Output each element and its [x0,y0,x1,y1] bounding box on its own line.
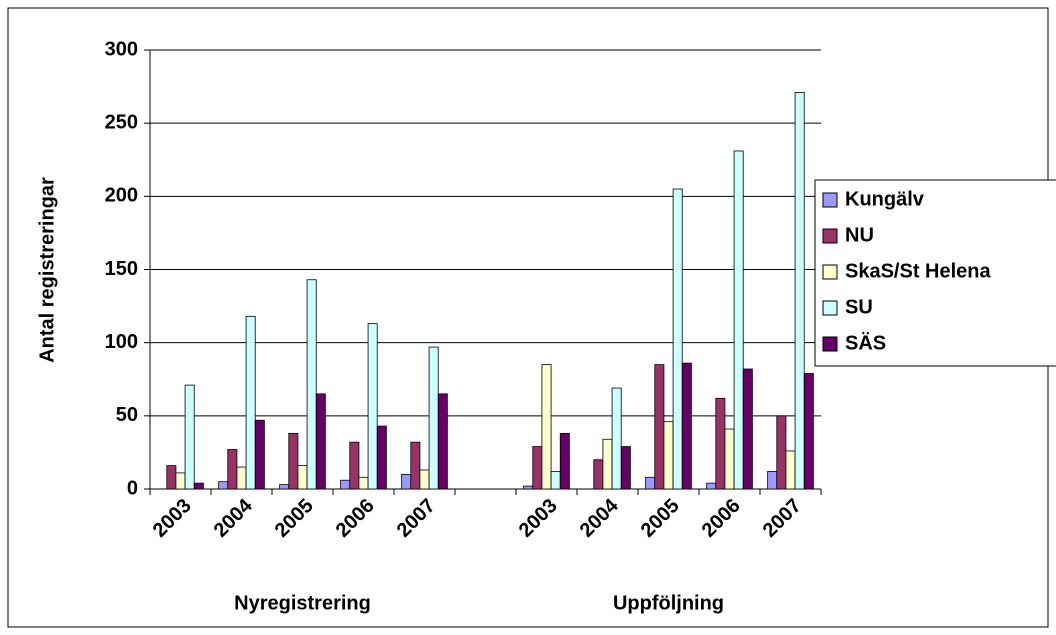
bar [184,384,195,490]
bar [367,323,378,490]
bar [437,393,448,490]
bar [254,419,265,490]
bar [315,393,326,490]
legend-swatch [822,336,838,352]
legend-swatch [822,192,838,208]
legend-swatch [822,264,838,280]
bar [166,465,177,490]
bar [428,346,439,490]
bar [245,315,256,490]
bar [419,469,430,490]
y-axis-label: Antal registreringar [36,177,58,363]
legend-label: Kungälv [845,188,925,210]
y-tick-label: 150 [105,258,138,280]
group-label: Nyregistrering [234,592,371,614]
bar [715,397,726,490]
bar [593,459,604,490]
y-tick-label: 50 [116,404,138,426]
bar [193,482,204,490]
bar [236,466,247,490]
bar [681,362,692,490]
bar [645,476,656,490]
legend-label: SkaS/St Helena [845,260,992,282]
bar [672,188,683,490]
legend-label: NU [845,224,874,246]
bar [611,387,622,490]
bar [620,446,631,490]
bar [358,476,369,490]
bar [376,425,387,490]
bar [523,485,534,490]
y-tick-label: 250 [105,111,138,133]
bar [541,364,552,490]
bar [654,364,665,490]
bar [349,441,360,490]
bar [550,471,561,490]
bar [306,279,317,490]
bar [279,484,290,490]
bar [532,446,543,490]
bar [724,428,735,490]
bar [218,481,229,490]
bar [742,368,753,490]
bar [401,473,412,490]
legend-swatch [822,228,838,244]
y-tick-label: 100 [105,331,138,353]
bar [602,438,613,490]
bar [776,415,787,490]
bar [559,432,570,490]
bar [706,482,717,490]
bar [733,150,744,490]
bar [227,449,238,490]
group-label: Uppföljning [613,592,724,614]
y-tick-label: 200 [105,185,138,207]
y-tick-label: 0 [127,477,138,499]
legend-box [814,179,1056,367]
legend-swatch [822,300,838,316]
y-tick-label: 300 [105,38,138,60]
bar [803,372,814,490]
bar [175,472,186,490]
legend-label: SU [845,296,873,318]
legend-label: SÄS [845,331,886,354]
bar [767,471,778,490]
bar [340,479,351,490]
bar [410,441,421,490]
bar [794,92,805,490]
bar [288,432,299,490]
bar [785,450,796,490]
bar [663,421,674,490]
bar [297,465,308,490]
